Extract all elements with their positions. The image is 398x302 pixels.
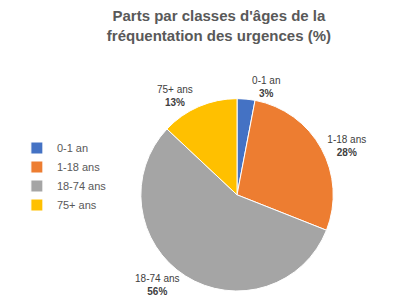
svg-text:75+ ans: 75+ ans xyxy=(57,199,97,211)
svg-text:Parts par classes d'âges de la: Parts par classes d'âges de lafréquentat… xyxy=(107,7,331,44)
svg-text:18-74 ans: 18-74 ans xyxy=(57,180,106,192)
svg-text:0-1 an3%: 0-1 an3% xyxy=(252,75,280,99)
svg-text:75+ ans13%: 75+ ans13% xyxy=(157,84,193,108)
svg-text:0-1 an: 0-1 an xyxy=(57,142,88,154)
svg-text:18-74 ans56%: 18-74 ans56% xyxy=(135,273,179,297)
svg-text:1-18 ans28%: 1-18 ans28% xyxy=(327,134,366,158)
svg-text:1-18 ans: 1-18 ans xyxy=(57,161,100,173)
